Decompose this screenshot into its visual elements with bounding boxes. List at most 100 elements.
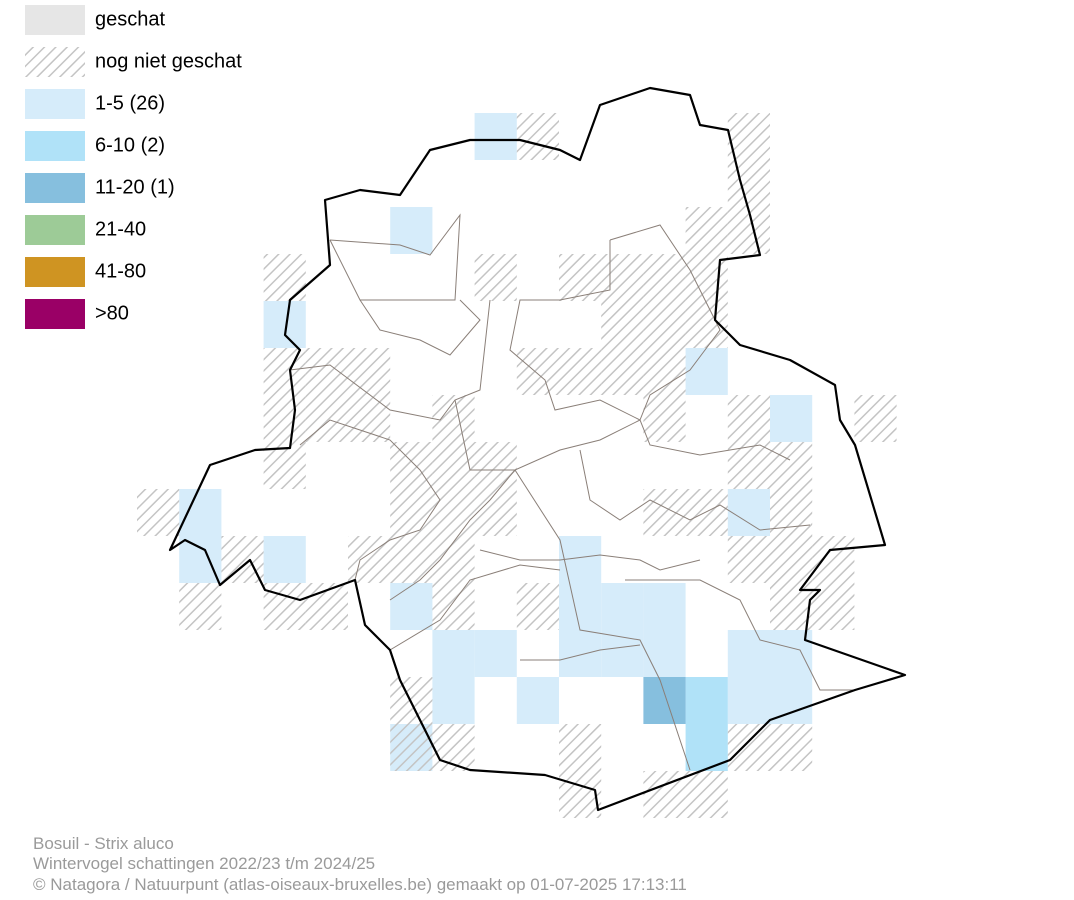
grid-cell xyxy=(516,113,559,160)
grid-cell xyxy=(559,583,602,630)
grid-cell xyxy=(559,254,602,301)
grid-cell xyxy=(474,630,517,677)
grid-cell xyxy=(390,207,433,254)
legend-swatch xyxy=(25,131,85,161)
grid-cell xyxy=(559,771,602,818)
grid-cell xyxy=(432,724,475,771)
grid-cell xyxy=(601,301,644,348)
grid-cell xyxy=(263,301,306,348)
legend-label: 1-5 (26) xyxy=(95,92,165,114)
legend-label: >80 xyxy=(95,302,129,324)
grid-cell xyxy=(263,583,306,630)
grid-cell xyxy=(685,254,728,301)
legend-swatch xyxy=(25,215,85,245)
grid-cell xyxy=(643,677,686,724)
grid-cell xyxy=(643,583,686,630)
grid-cell xyxy=(432,630,475,677)
grid-cell xyxy=(390,489,433,536)
footer-credit: © Natagora / Natuurpunt (atlas-oiseaux-b… xyxy=(33,875,687,894)
grid-cell xyxy=(643,395,686,442)
grid-cell xyxy=(643,489,686,536)
grid-cell xyxy=(727,489,770,536)
grid-cell xyxy=(770,489,813,536)
grid-cell xyxy=(432,677,475,724)
grid-cell xyxy=(643,254,686,301)
grid-cell xyxy=(601,630,644,677)
grid-cell xyxy=(727,724,770,771)
grid-cell xyxy=(685,677,728,724)
grid-cell xyxy=(474,113,517,160)
grid-cell xyxy=(727,536,770,583)
grid-cell xyxy=(263,395,306,442)
legend-swatch xyxy=(25,5,85,35)
legend-label: geschat xyxy=(95,8,165,30)
grid-cell xyxy=(685,489,728,536)
grid-cell xyxy=(559,630,602,677)
grid-cell xyxy=(559,348,602,395)
grid-cell xyxy=(812,536,855,583)
grid-cell xyxy=(643,630,686,677)
grid-cell xyxy=(643,301,686,348)
grid-cell xyxy=(348,395,391,442)
legend-swatch xyxy=(25,173,85,203)
grid-cell xyxy=(559,724,602,771)
grid-cell xyxy=(179,489,222,536)
grid-cell xyxy=(727,395,770,442)
grid-cell xyxy=(432,442,475,489)
grid-cell xyxy=(305,348,348,395)
legend-label: 21-40 xyxy=(95,218,146,240)
grid-cell xyxy=(770,677,813,724)
grid-cell xyxy=(770,536,813,583)
grid-cell xyxy=(685,348,728,395)
grid-cell xyxy=(643,348,686,395)
region-outline xyxy=(168,86,907,812)
grid-cell xyxy=(179,583,222,630)
grid-cell xyxy=(263,254,306,301)
grid-cell xyxy=(770,442,813,489)
grid-cell xyxy=(601,348,644,395)
grid-cell xyxy=(474,254,517,301)
legend-label: nog niet geschat xyxy=(95,50,242,72)
grid-cell xyxy=(263,536,306,583)
grid-cell xyxy=(516,348,559,395)
grid-cell xyxy=(685,207,728,254)
grid-cell xyxy=(137,489,180,536)
grid-cell xyxy=(179,536,222,583)
footer-species: Bosuil - Strix aluco xyxy=(33,834,174,853)
legend-swatch xyxy=(25,299,85,329)
grid-cell xyxy=(685,771,728,818)
legend-swatch xyxy=(25,257,85,287)
legend-swatch xyxy=(25,89,85,119)
legend: geschat nog niet geschat 1-5 (26) 6-10 (2) 1… xyxy=(25,5,242,329)
grid-cell xyxy=(516,583,559,630)
grid-cell xyxy=(432,489,475,536)
legend-label: 6-10 (2) xyxy=(95,134,165,156)
grid-cell xyxy=(348,536,391,583)
grid-cell xyxy=(390,583,433,630)
grid-cell xyxy=(390,536,433,583)
grid-cell xyxy=(727,442,770,489)
legend-label: 11-20 (1) xyxy=(95,176,175,198)
grid-cell xyxy=(601,254,644,301)
grid-cell xyxy=(263,348,306,395)
grid-cell xyxy=(348,348,391,395)
grid-cell xyxy=(516,677,559,724)
commune-borders xyxy=(289,213,855,771)
grid-cell xyxy=(474,442,517,489)
grid-cell xyxy=(770,395,813,442)
grid-cell xyxy=(770,724,813,771)
legend-swatch xyxy=(25,47,85,77)
grid-cells xyxy=(137,113,897,818)
grid-cell xyxy=(727,630,770,677)
grid-cell xyxy=(685,301,728,348)
footer-period: Wintervogel schattingen 2022/23 t/m 2024… xyxy=(33,854,375,873)
grid-cell xyxy=(727,677,770,724)
grid-cell xyxy=(390,442,433,489)
grid-cell xyxy=(432,583,475,630)
grid-cell xyxy=(601,583,644,630)
grid-cell xyxy=(727,113,770,160)
grid-cell xyxy=(432,395,475,442)
grid-cell xyxy=(474,489,517,536)
grid-cell xyxy=(432,536,475,583)
